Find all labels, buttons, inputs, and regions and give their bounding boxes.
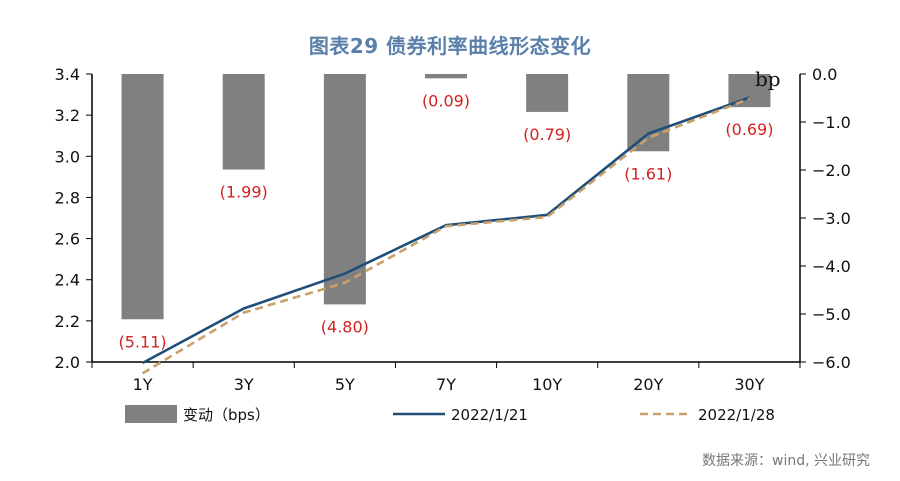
bar-data-label: (0.09) xyxy=(422,91,470,110)
left-tick-label: 2.2 xyxy=(55,312,80,331)
left-tick-label: 2.0 xyxy=(55,353,80,372)
chart-title: 图表29 债券利率曲线形态变化 xyxy=(308,34,592,58)
bar-data-label: (0.79) xyxy=(523,125,571,144)
series-line-2 xyxy=(141,97,750,375)
x-tick-label: 3Y xyxy=(234,375,254,394)
right-tick-label: −3.0 xyxy=(812,209,851,228)
left-tick-label: 3.4 xyxy=(55,65,80,84)
legend-line-1-label: 2022/1/21 xyxy=(451,406,528,424)
labels-layer: (5.11) (1.99) (4.80) (0.09) (0.79) (1.61) (0.6… xyxy=(119,91,774,351)
bar-data-label: (4.80) xyxy=(321,317,369,336)
axes-layer: 2.0 2.2 2.4 2.6 2.8 3.0 3.2 3.4 −6.0 −5.0 −4.0 −3.0… xyxy=(55,65,851,394)
left-tick-label: 2.8 xyxy=(55,188,80,207)
bar-data-label: (1.99) xyxy=(220,183,268,202)
x-tick-label: 7Y xyxy=(436,375,456,394)
x-tick-label: 10Y xyxy=(532,375,562,394)
right-tick-label: −1.0 xyxy=(812,113,851,132)
legend: 变动（bps） 2022/1/21 2022/1/28 xyxy=(125,405,775,424)
left-tick-label: 3.2 xyxy=(55,106,80,125)
right-tick-label: −6.0 xyxy=(812,353,851,372)
bar-5Y xyxy=(323,74,366,305)
legend-bar-swatch xyxy=(125,405,177,423)
right-tick-label: −4.0 xyxy=(812,257,851,276)
left-tick-label: 2.6 xyxy=(55,230,80,249)
right-tick-label: −5.0 xyxy=(812,305,851,324)
x-tick-label: 1Y xyxy=(133,375,153,394)
legend-bar-label: 变动（bps） xyxy=(183,406,270,424)
bar-data-label: (0.69) xyxy=(725,120,773,139)
x-tick-label: 30Y xyxy=(734,375,764,394)
bar-10Y xyxy=(526,74,569,112)
right-axis-unit: bp xyxy=(755,67,781,91)
bar-1Y xyxy=(121,74,164,320)
lines-layer xyxy=(141,96,750,375)
right-tick-label: −2.0 xyxy=(812,161,851,180)
right-tick-label: 0.0 xyxy=(812,65,837,84)
left-tick-label: 3.0 xyxy=(55,147,80,166)
bar-3Y xyxy=(222,74,265,170)
x-tick-label: 20Y xyxy=(633,375,663,394)
left-tick-label: 2.4 xyxy=(55,271,80,290)
bars-layer xyxy=(121,74,771,320)
bar-7Y xyxy=(425,74,467,79)
x-tick-label: 5Y xyxy=(335,375,355,394)
legend-line-2-label: 2022/1/28 xyxy=(698,406,775,424)
bar-data-label: (1.61) xyxy=(624,164,672,183)
source-note: 数据来源：wind, 兴业研究 xyxy=(702,453,870,469)
bar-20Y xyxy=(627,74,670,152)
bar-data-label: (5.11) xyxy=(119,332,167,351)
